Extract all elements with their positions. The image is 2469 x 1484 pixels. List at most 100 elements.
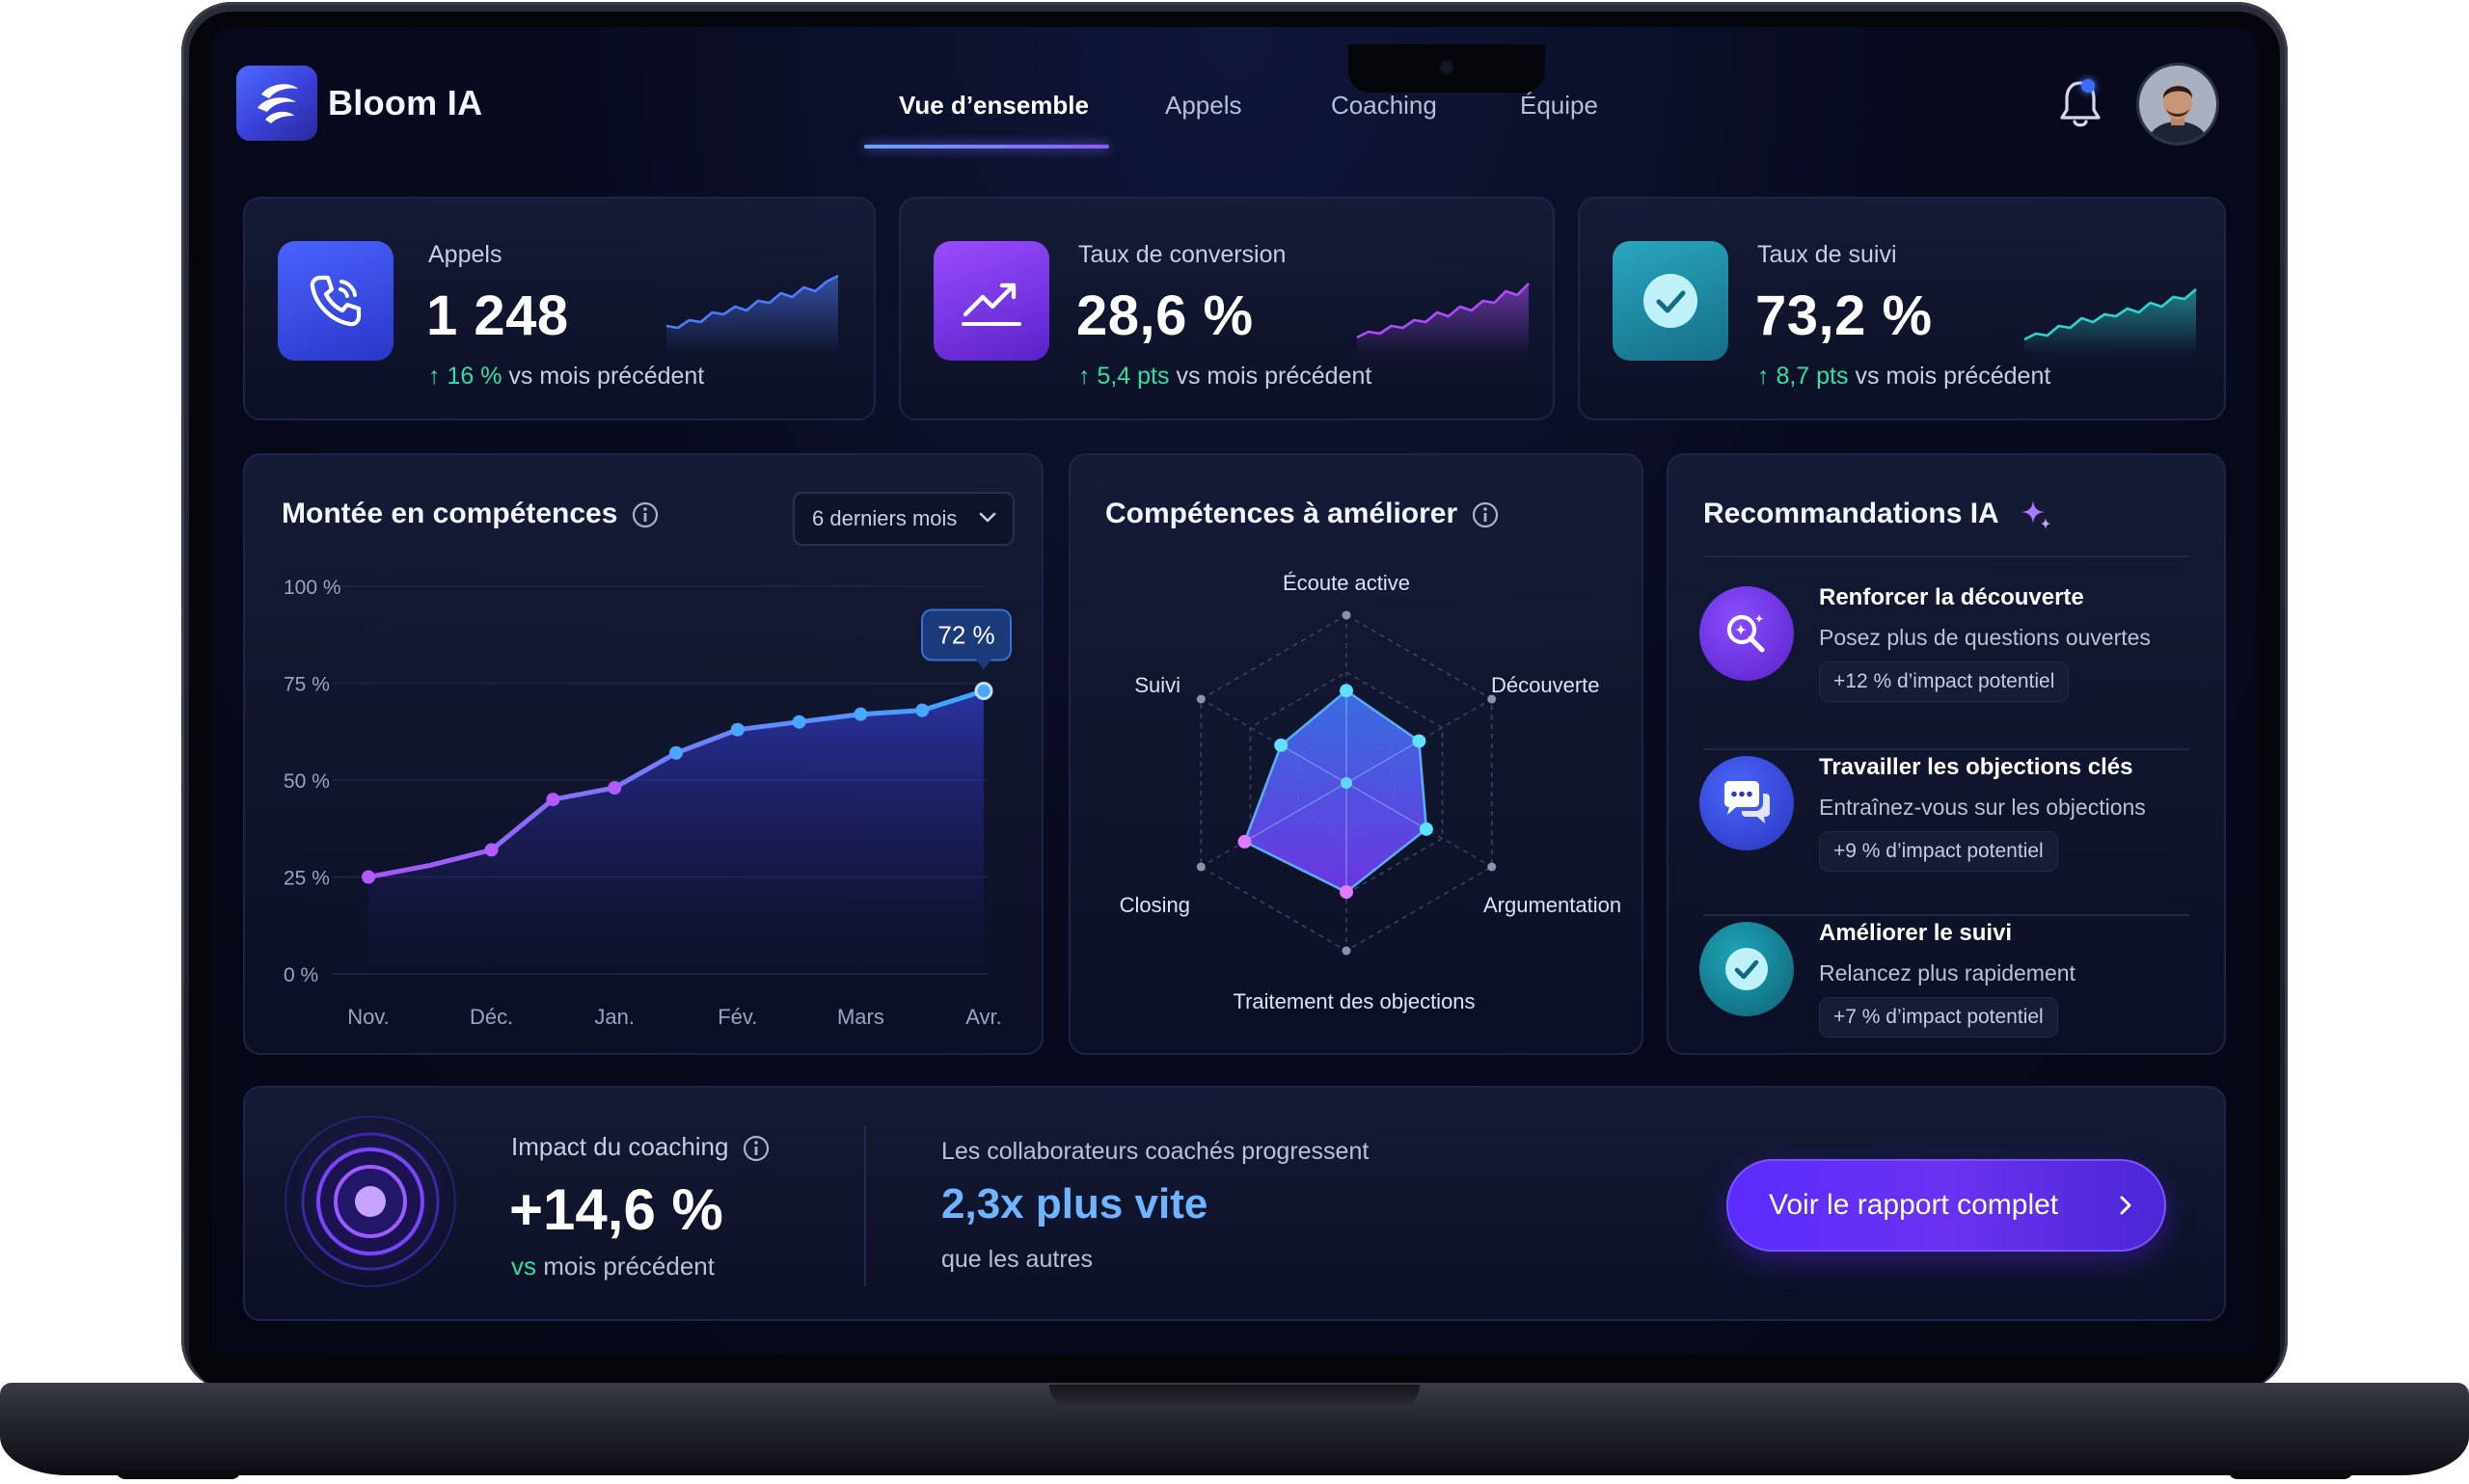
info-icon[interactable] [1471,500,1500,529]
kpi-value: 1 248 [426,284,569,347]
radar-axis-dot [1196,862,1206,872]
radar-axis-dot [1342,946,1351,956]
radar-area [1242,688,1428,894]
kpi-card-calls[interactable]: Appels 1 248 ↑ 16 % vs mois précédent [243,197,876,420]
x-tick-label: Fév. [718,1005,757,1029]
data-point [362,870,375,884]
impact-subtext: vs mois précédent [511,1252,715,1282]
tab-team[interactable]: Équipe [1520,91,1598,120]
x-tick-label: Mars [837,1005,884,1029]
impact-label-text: Impact du coaching [511,1132,729,1161]
radar-inner-spoke [1345,782,1427,830]
sparkline-line [1356,283,1530,339]
recommendation-item[interactable]: Travailler les objections clés Entraînez… [1699,741,2201,895]
radar-axis-label: Suivi [1134,673,1180,697]
coaching-impact-panel: Impact du coaching +14,6 % vs mois précé… [243,1086,2226,1321]
y-tick-label: 0 % [284,964,318,986]
kpi-sparkline [2023,288,2197,355]
panel-title: Compétences à améliorer [1105,498,1500,530]
tab-calls[interactable]: Appels [1165,91,1242,120]
y-tick-label: 25 % [284,868,330,890]
kpi-card-followup[interactable]: Taux de suivi 73,2 % ↑ 8,7 pts vs mois p… [1578,197,2226,420]
panel-title-text: Montée en compétences [282,498,618,529]
y-tick-label: 100 % [284,577,341,599]
skills-to-improve-panel: Compétences à améliorer Écoute active Déc… [1069,453,1643,1055]
avatar[interactable] [2139,66,2216,143]
recommendation-desc: Relancez plus rapidement [1819,960,2076,985]
data-point [915,703,930,717]
check-circle-icon [1725,948,1768,990]
app-logo[interactable] [236,66,317,141]
recommendation-icon [1699,586,1794,681]
callout-label: 72 % [937,621,994,650]
chevron-down-icon [979,512,996,523]
camera-notch [1348,44,1545,93]
panel-title-text: Compétences à améliorer [1105,498,1458,529]
recommendation-icon [1699,922,1794,1016]
kpi-delta: ↑ 5,4 pts vs mois précédent [1078,363,1371,391]
x-tick-label: Nov. [347,1005,390,1029]
x-tick-label: Avr. [965,1005,1002,1029]
sparkline-area [2024,289,2196,355]
search-sparkle-icon [1726,614,1765,653]
ai-recommendations-panel: Recommandations IA Renforcer la découver… [1667,453,2226,1055]
kpi-delta-value: ↑ 5,4 pts [1078,363,1170,390]
bell-icon[interactable] [2056,77,2104,131]
data-point [669,745,683,760]
recommendation-item[interactable]: Renforcer la découverte Posez plus de qu… [1699,573,2201,727]
kpi-value: 28,6 % [1076,284,1254,347]
panel-title: Recommandations IA [1703,498,2052,531]
camera-icon [1441,62,1452,73]
chat-bubbles-icon [1724,781,1770,823]
kpi-sparkline [1356,283,1530,355]
view-full-report-button[interactable]: Voir le rapport complet [1726,1159,2166,1252]
radar-axis-dot [1487,862,1497,872]
divider [864,1126,866,1286]
recommendation-desc: Posez plus de questions ouvertes [1819,625,2151,650]
kpi-delta: ↑ 8,7 pts vs mois précédent [1757,363,2050,391]
skills-radar-chart: Écoute active Découverte Argumentation Trai… [1120,571,1621,1013]
divider [1703,555,2189,557]
panel-title: Montée en compétences [282,498,660,530]
data-point [974,682,993,701]
kpi-icon-tile [278,241,393,361]
info-icon[interactable] [631,500,660,529]
value-callout: 72 % [921,608,1012,670]
radar-axis-dot [1196,694,1206,704]
data-point [730,722,745,737]
recommendation-item[interactable]: Améliorer le suivi Relancez plus rapidem… [1699,906,2201,1061]
laptop-foot [116,1470,241,1479]
chevron-right-icon [2120,1196,2131,1215]
kpi-delta-suffix: vs mois précédent [1169,363,1372,390]
radar-point [1419,822,1433,836]
y-tick-label: 75 % [284,674,330,696]
recommendation-title: Travailler les objections clés [1819,754,2133,780]
period-dropdown[interactable]: 6 derniers mois [793,492,1015,546]
radar-point [1340,885,1353,900]
progress-label: Les collaborateurs coachés progressent [941,1138,1370,1165]
radar-axis-label: Argumentation [1483,893,1621,917]
kpi-delta-value: ↑ 8,7 pts [1757,363,1849,390]
sparkline-line [2023,288,2197,341]
radar-point [1274,738,1289,752]
sparkline-area [666,276,838,355]
radar-inner-spoke [1280,744,1347,784]
notification-dot [2081,79,2095,93]
data-point [546,793,560,807]
target-icon [285,1116,456,1287]
bloom-logo-icon [258,84,298,123]
data-point [792,715,806,729]
line-area [368,690,984,974]
phone-icon [310,275,362,327]
view-full-report-label: Voir le rapport complet [1769,1189,2059,1221]
impact-badge: +7 % d’impact potentiel [1819,997,2058,1038]
info-icon[interactable] [742,1134,771,1163]
skills-line-chart: 100 % 75 % 50 % 25 % 0 % Nov. Déc. Jan. Fév. Mars… [284,577,1012,1029]
radar-point [1412,734,1426,748]
tab-overview[interactable]: Vue d’ensemble [899,91,1089,120]
trend-up-icon [962,283,1021,326]
kpi-icon-tile [1613,241,1728,361]
kpi-card-conversion[interactable]: Taux de conversion 28,6 % ↑ 5,4 pts vs m… [899,197,1555,420]
tab-coaching[interactable]: Coaching [1331,91,1437,120]
progress-subtext: que les autres [941,1246,1094,1273]
